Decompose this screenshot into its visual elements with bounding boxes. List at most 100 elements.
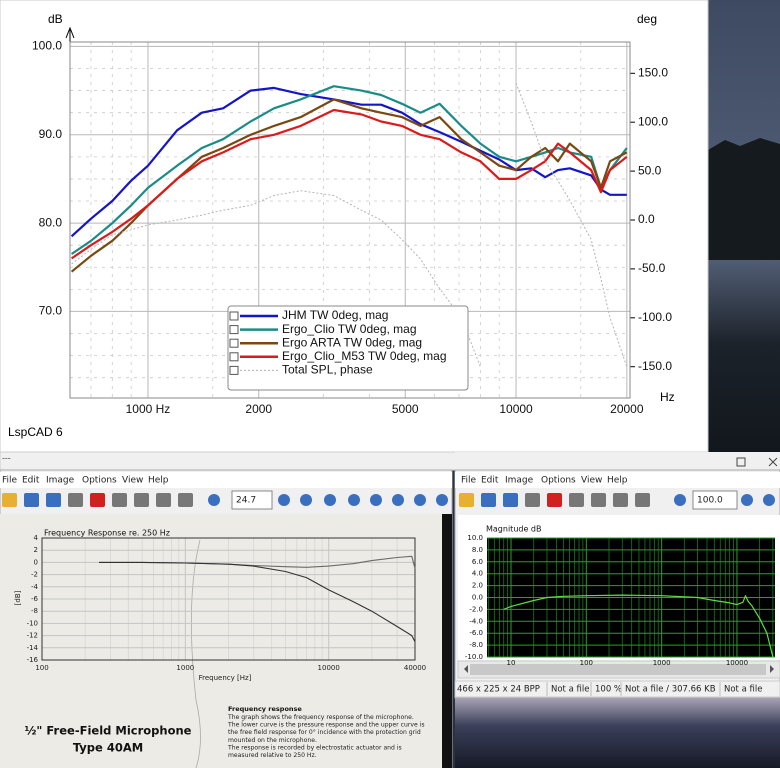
legend-checkbox[interactable] (229, 365, 239, 375)
close-button[interactable] (768, 457, 778, 467)
y2-tick-label: 0.0 (638, 212, 655, 226)
toolbar (459, 493, 650, 507)
zoom-box[interactable] (231, 490, 273, 510)
y2-tick-label: 100.0 (638, 114, 668, 128)
menu-item[interactable]: Options (541, 476, 576, 486)
toolbar-icon[interactable] (178, 493, 193, 507)
pencil-mark (190, 539, 201, 768)
legend-checkbox[interactable] (229, 311, 239, 321)
legend-label: Ergo ARTA TW 0deg, mag (282, 335, 422, 349)
toolbar-icon[interactable] (613, 493, 628, 507)
y-tick-label: -6.0 (469, 629, 483, 637)
y-tick-label: 0.0 (472, 594, 483, 602)
toolbar-icon[interactable] (156, 493, 171, 507)
product-type: Type 40AM (73, 741, 143, 755)
menu-item[interactable]: Image (46, 476, 75, 486)
menu-bar (455, 472, 780, 488)
doc-line: mounted on the microphone. (228, 737, 317, 744)
series-line (503, 594, 774, 658)
menu-item[interactable]: Edit (481, 476, 499, 486)
y-tick-label: -16 (27, 656, 39, 664)
y-tick-label: 70.0 (39, 304, 63, 318)
y2-tick-label: -50.0 (638, 261, 666, 275)
series-line (70, 86, 627, 238)
toolbar-icon[interactable] (459, 493, 474, 507)
plot-frame (69, 41, 631, 399)
toolbar-icon[interactable] (46, 493, 61, 507)
toolbar-icon[interactable] (503, 493, 518, 507)
toolbar-icon[interactable] (547, 493, 562, 507)
doc-body: The graph shows the frequency response o… (227, 714, 425, 759)
maximize-button[interactable] (736, 457, 746, 467)
menu-item[interactable]: Image (505, 476, 534, 486)
zoom-value: 100.0 (697, 496, 723, 506)
menu-item[interactable]: Help (607, 476, 628, 486)
x-tick-label: 100 (580, 659, 593, 667)
toolbar-icon[interactable] (68, 493, 83, 507)
x-tick-label: 10000 (318, 664, 340, 672)
zoom-box[interactable] (692, 490, 738, 510)
toolbar-icon[interactable] (112, 493, 127, 507)
toolbar-icon[interactable] (741, 494, 753, 506)
doc-heading: Frequency response (228, 705, 302, 713)
scanned-page (0, 514, 445, 768)
legend-checkbox[interactable] (229, 338, 239, 348)
toolbar-icon[interactable] (569, 493, 584, 507)
y-tick-label: -14 (27, 644, 39, 652)
menu-item[interactable]: Edit (22, 476, 40, 486)
menu-item[interactable]: View (581, 476, 602, 486)
scan-edge (442, 514, 452, 768)
x-tick-label: 40000 (404, 664, 426, 672)
toolbar-icon[interactable] (436, 494, 448, 506)
y-tick-label: -2.0 (469, 605, 483, 613)
y-tick-label: -4 (31, 583, 39, 591)
toolbar-icon[interactable] (414, 494, 426, 506)
y-tick-label: 0 (34, 558, 38, 566)
toolbar-icon[interactable] (348, 494, 360, 506)
toolbar-icon[interactable] (392, 494, 404, 506)
menu-item[interactable]: View (122, 476, 143, 486)
toolbar-icon[interactable] (24, 493, 39, 507)
legend-checkbox[interactable] (229, 352, 239, 362)
toolbar-icon[interactable] (134, 493, 149, 507)
y-tick-label: 8.0 (472, 546, 483, 554)
taskbar-label: --- (2, 454, 11, 463)
toolbar-icon[interactable] (208, 494, 220, 506)
menu-item[interactable]: File (2, 476, 18, 486)
legend (227, 305, 469, 391)
toolbar-icon[interactable] (481, 493, 496, 507)
toolbar-icon[interactable] (635, 493, 650, 507)
toolbar-icon[interactable] (674, 494, 686, 506)
scroll-thumb[interactable] (470, 664, 766, 675)
y-tick-label: 100.0 (32, 39, 62, 53)
menu-item[interactable]: Options (82, 476, 117, 486)
toolbar-icon[interactable] (370, 494, 382, 506)
menu-item[interactable]: Help (148, 476, 169, 486)
y-tick-label: -8 (31, 607, 38, 615)
doc-line: measured relative to 250 Hz. (228, 752, 317, 759)
chart-title: Magnitude dB (486, 525, 542, 534)
y2-tick-label: 150.0 (638, 65, 668, 79)
toolbar-icon[interactable] (90, 493, 105, 507)
y-tick-label: 80.0 (39, 215, 63, 229)
x-tick-label: 1000 Hz (126, 402, 171, 416)
status-bar (454, 680, 780, 698)
legend-checkbox[interactable] (229, 325, 239, 335)
toolbar-icon[interactable] (525, 493, 540, 507)
doc-line: The graph shows the frequency response o… (227, 714, 414, 721)
series-line (71, 82, 628, 367)
series-line (99, 561, 416, 642)
x-tick-label: 10 (507, 659, 516, 667)
y-tick-label: -2 (31, 571, 38, 579)
legend-label: JHM TW 0deg, mag (282, 308, 388, 322)
toolbar-icon[interactable] (591, 493, 606, 507)
toolbar-icon[interactable] (763, 494, 775, 506)
toolbar (2, 493, 193, 507)
menu-item[interactable]: File (461, 476, 477, 486)
toolbar-icon[interactable] (324, 494, 336, 506)
y-tick-label: 4 (34, 534, 39, 542)
toolbar-icon[interactable] (278, 494, 290, 506)
toolbar-icon[interactable] (300, 494, 312, 506)
toolbar-icon[interactable] (2, 493, 17, 507)
